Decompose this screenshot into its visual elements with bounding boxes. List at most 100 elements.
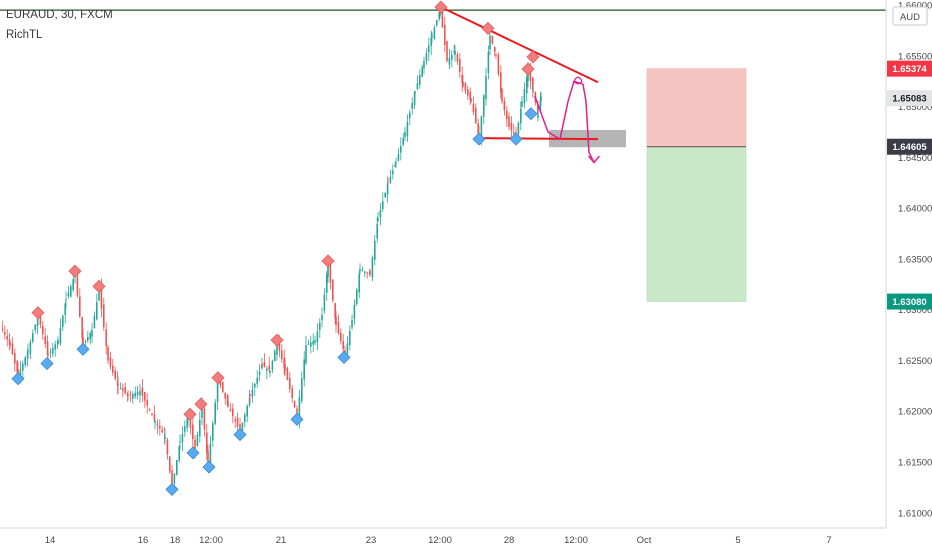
projected-path [534, 80, 595, 164]
x-tick-label: 18 [170, 535, 181, 546]
peak-marker [434, 0, 448, 14]
candle-body [144, 392, 146, 401]
candle-body [451, 54, 453, 60]
candle-body [227, 401, 229, 407]
x-tick-label: 16 [138, 535, 149, 546]
candle-body [332, 279, 334, 301]
candle-body [119, 388, 122, 390]
candle-body [274, 351, 276, 362]
candle-body [446, 41, 448, 61]
candle-body [161, 429, 163, 433]
peak-marker [31, 306, 45, 320]
candle-body [312, 341, 314, 345]
candle-body [411, 102, 413, 109]
y-tick-label: 1.61000 [898, 508, 932, 519]
candle-body [467, 89, 469, 96]
candle-body [314, 340, 316, 343]
candle-body [96, 302, 98, 320]
candle-body [495, 54, 497, 56]
candle-body [44, 336, 46, 345]
candle-body [425, 53, 428, 61]
candle-body [470, 98, 472, 102]
candle-body [513, 132, 515, 134]
candle-body [506, 110, 508, 119]
y-tick-label: 1.64500 [898, 153, 932, 164]
candle-body [46, 341, 49, 354]
candle-body [419, 75, 421, 85]
trough-marker [472, 132, 486, 146]
candle-body [327, 264, 329, 277]
price-badge [887, 60, 932, 77]
candle-body [19, 369, 22, 376]
candle-body [301, 378, 303, 402]
candle-body [441, 9, 444, 28]
candle-body [203, 408, 206, 430]
x-tick-label: 12:00 [199, 535, 223, 546]
candle-body [500, 72, 502, 93]
trough-marker [337, 350, 351, 364]
candle-body [36, 316, 39, 326]
projected-arrowhead [588, 155, 600, 164]
candle-body [421, 67, 423, 77]
candle-body [409, 112, 411, 119]
candle-body [497, 54, 500, 75]
candle-body [79, 296, 81, 317]
candle-body [532, 91, 534, 93]
trough-marker [524, 107, 538, 121]
candle-body [184, 426, 186, 432]
candle-body [159, 425, 161, 429]
candle-body [305, 345, 307, 364]
price-badge-label: 1.64605 [892, 142, 927, 153]
candle-body [82, 337, 84, 346]
candle-body [316, 331, 319, 343]
candle-body [189, 414, 192, 428]
candle-body [464, 83, 467, 91]
candle-body [480, 116, 483, 140]
candle-body [261, 363, 263, 366]
currency-button-box[interactable] [892, 6, 928, 26]
candle-body [402, 138, 404, 145]
candle-body [241, 423, 244, 431]
candle-body [206, 432, 208, 453]
candle-body [281, 350, 283, 360]
candle-body [39, 316, 42, 325]
price-badge [887, 293, 932, 310]
candle-body [461, 74, 463, 83]
candle-body [173, 473, 176, 484]
peak-marker [68, 264, 82, 278]
candle-body [269, 370, 271, 373]
candle-body [349, 331, 351, 346]
candle-body [64, 303, 66, 316]
candle-body [29, 341, 32, 354]
candle-body [334, 303, 336, 319]
candle-body [517, 122, 520, 134]
candle-body [70, 286, 72, 297]
candle-body [335, 316, 337, 325]
candle-body [105, 329, 107, 347]
candle-body [489, 35, 491, 50]
candle-body [166, 439, 169, 455]
candle-body [207, 451, 209, 465]
candle-body [212, 423, 214, 441]
trough-marker [186, 446, 200, 460]
candle-body [22, 363, 24, 371]
candle-body [494, 46, 496, 52]
candle-body [256, 377, 258, 384]
candle-body [24, 357, 26, 365]
candle-body [501, 89, 503, 102]
currency-button[interactable]: AUD [892, 6, 928, 26]
x-tick-label: 7 [826, 535, 831, 546]
candle-body [192, 424, 194, 440]
candle-body [386, 184, 389, 195]
candle-body [286, 368, 289, 380]
candle-body [249, 394, 251, 396]
x-tick-label: 21 [276, 535, 287, 546]
candle-body [540, 96, 542, 101]
descending-trendline [440, 6, 599, 84]
candle-body [194, 439, 196, 450]
candle-body [6, 336, 8, 340]
candle-body [527, 71, 529, 82]
x-tick-label: 12:00 [428, 535, 452, 546]
candle-body [394, 164, 396, 167]
